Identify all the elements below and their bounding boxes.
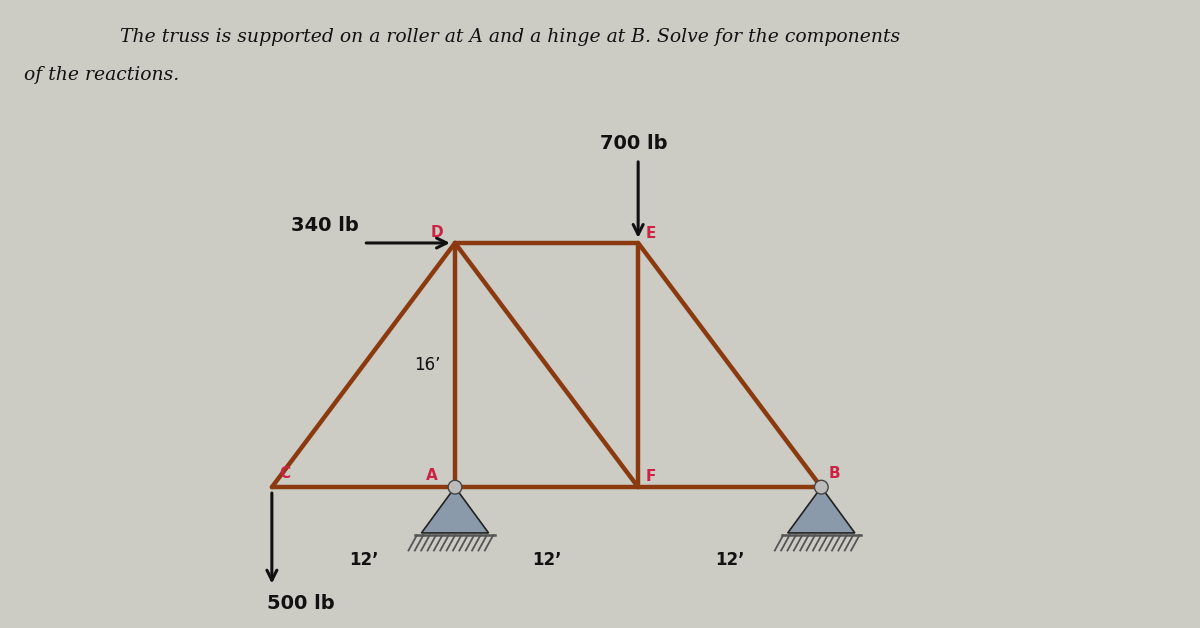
Text: 700 lb: 700 lb	[600, 134, 667, 153]
Text: F: F	[646, 469, 656, 484]
Text: 12’: 12’	[715, 551, 744, 570]
Circle shape	[448, 480, 462, 494]
Text: of the reactions.: of the reactions.	[24, 66, 179, 84]
Text: The truss is supported on a roller at A and a hinge at B. Solve for the componen: The truss is supported on a roller at A …	[120, 28, 900, 46]
Text: D: D	[431, 225, 443, 240]
Polygon shape	[421, 487, 488, 533]
Text: 12’: 12’	[349, 551, 378, 570]
Text: 12’: 12’	[532, 551, 562, 570]
Text: 340 lb: 340 lb	[292, 217, 359, 236]
Text: A: A	[426, 467, 438, 482]
Text: 16’: 16’	[414, 356, 440, 374]
Polygon shape	[787, 487, 854, 533]
Text: E: E	[646, 227, 656, 241]
Text: B: B	[829, 466, 840, 481]
Circle shape	[815, 480, 828, 494]
Text: C: C	[280, 466, 290, 481]
Text: 500 lb: 500 lb	[268, 594, 335, 613]
